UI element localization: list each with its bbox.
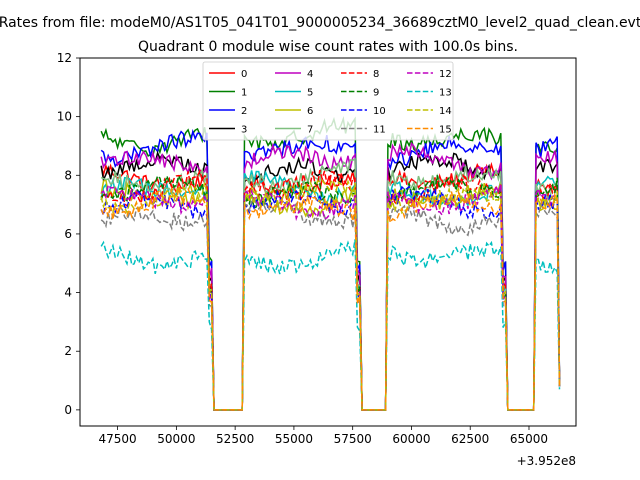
legend-label-5: 5	[307, 88, 313, 99]
y-tick-label: 0	[64, 403, 72, 417]
legend-label-12: 12	[439, 69, 452, 80]
legend-label-7: 7	[307, 125, 313, 136]
legend-label-6: 6	[307, 106, 313, 117]
legend-label-4: 4	[307, 69, 313, 80]
legend-label-10: 10	[373, 106, 386, 117]
chart-suptitle: Rates from file: modeM0/AS1T05_041T01_90…	[0, 15, 640, 31]
y-tick-label: 2	[64, 344, 72, 358]
axes-frame	[79, 57, 577, 427]
x-tick-label: 65000	[510, 432, 548, 446]
x-tick-label: 52500	[216, 432, 254, 446]
series-line-14	[100, 178, 561, 411]
legend-box	[202, 61, 454, 141]
y-tick-label: 6	[64, 227, 72, 241]
chart-title: Quadrant 0 module wise count rates with …	[138, 39, 518, 55]
legend-label-11: 11	[373, 125, 386, 136]
series-line-12	[100, 183, 561, 411]
legend-label-3: 3	[241, 125, 247, 136]
legend-label-9: 9	[373, 88, 379, 99]
x-tick-label: 60000	[392, 432, 430, 446]
x-tick-label: 50000	[157, 432, 195, 446]
series-line-9	[100, 173, 561, 411]
series-line-11	[100, 198, 561, 411]
x-tick-label: 55000	[275, 432, 313, 446]
x-offset-label: +3.952e8	[517, 454, 576, 468]
x-axis: 47500 50000 52500 55000 57500 60000 62500 65000	[99, 426, 548, 446]
x-tick-label: 62500	[451, 432, 489, 446]
legend-label-8: 8	[373, 69, 379, 80]
legend-label-2: 2	[241, 106, 247, 117]
y-tick-label: 12	[57, 51, 72, 65]
series-line-2	[100, 128, 561, 411]
x-tick-label: 47500	[99, 432, 137, 446]
series-line-15	[100, 186, 561, 411]
y-tick-label: 8	[64, 168, 72, 182]
y-tick-label: 4	[64, 286, 72, 300]
legend-label-15: 15	[439, 125, 452, 136]
legend-label-14: 14	[439, 106, 452, 117]
y-axis: 0 2 4 6 8 10 12	[57, 51, 80, 417]
series-line-13	[100, 239, 561, 411]
x-tick-label: 57500	[334, 432, 372, 446]
legend-label-0: 0	[241, 69, 247, 80]
series-lines	[100, 116, 561, 411]
legend-label-1: 1	[241, 88, 247, 99]
legend-label-13: 13	[439, 88, 452, 99]
y-tick-label: 10	[57, 110, 72, 124]
